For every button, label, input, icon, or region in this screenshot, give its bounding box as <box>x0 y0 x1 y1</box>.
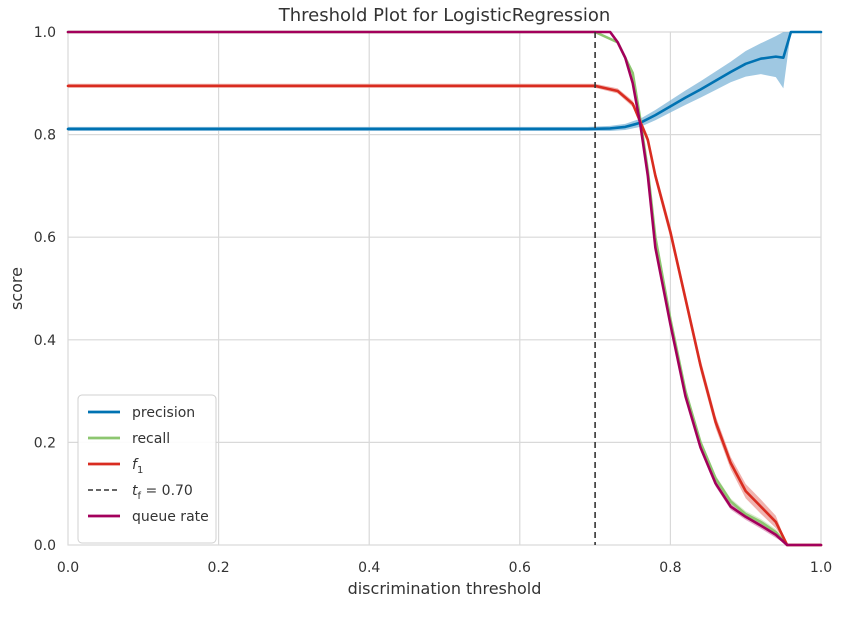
x-tick-label: 1.0 <box>810 560 832 576</box>
y-tick-label: 0.4 <box>34 333 56 349</box>
legend-label: recall <box>132 431 170 447</box>
legend-item: precision <box>88 405 195 421</box>
legend-label-subscript: 1 <box>137 465 143 476</box>
y-tick-label: 0.2 <box>34 435 56 451</box>
legend-box <box>77 394 217 544</box>
series-line-queue-rate <box>66 30 823 547</box>
legend-item: queue rate <box>88 509 209 525</box>
legend-label-subscript: f <box>138 491 142 502</box>
legend-label: precision <box>132 405 195 421</box>
legend-item: f1 <box>88 457 143 476</box>
series-line-precision <box>66 30 823 131</box>
legend-label: f1 <box>132 457 143 476</box>
chart-title: Threshold Plot for LogisticRegression <box>278 5 611 26</box>
y-tick-label: 0.8 <box>34 128 56 144</box>
x-axis-label: discrimination threshold <box>348 579 542 598</box>
x-tick-label: 0.6 <box>509 560 531 576</box>
x-tick-label: 0.4 <box>358 560 380 576</box>
legend-label-main: f <box>132 457 139 473</box>
legend-label-main: t <box>132 483 138 499</box>
legend-label: tf = 0.70 <box>132 483 193 502</box>
x-tick-label: 0.8 <box>659 560 681 576</box>
series-line-f1 <box>66 84 823 547</box>
legend-item: recall <box>88 431 170 447</box>
legend-item: tf = 0.70 <box>88 483 193 502</box>
legend-label-suffix: = 0.70 <box>141 483 193 499</box>
y-tick-label: 1.0 <box>34 25 56 41</box>
y-tick-label: 0.0 <box>34 538 56 554</box>
x-tick-label: 0.2 <box>207 560 229 576</box>
y-axis-label: score <box>7 267 26 310</box>
y-tick-label: 0.6 <box>34 230 56 246</box>
legend-label: queue rate <box>132 509 209 525</box>
x-tick-label: 0.0 <box>57 560 79 576</box>
